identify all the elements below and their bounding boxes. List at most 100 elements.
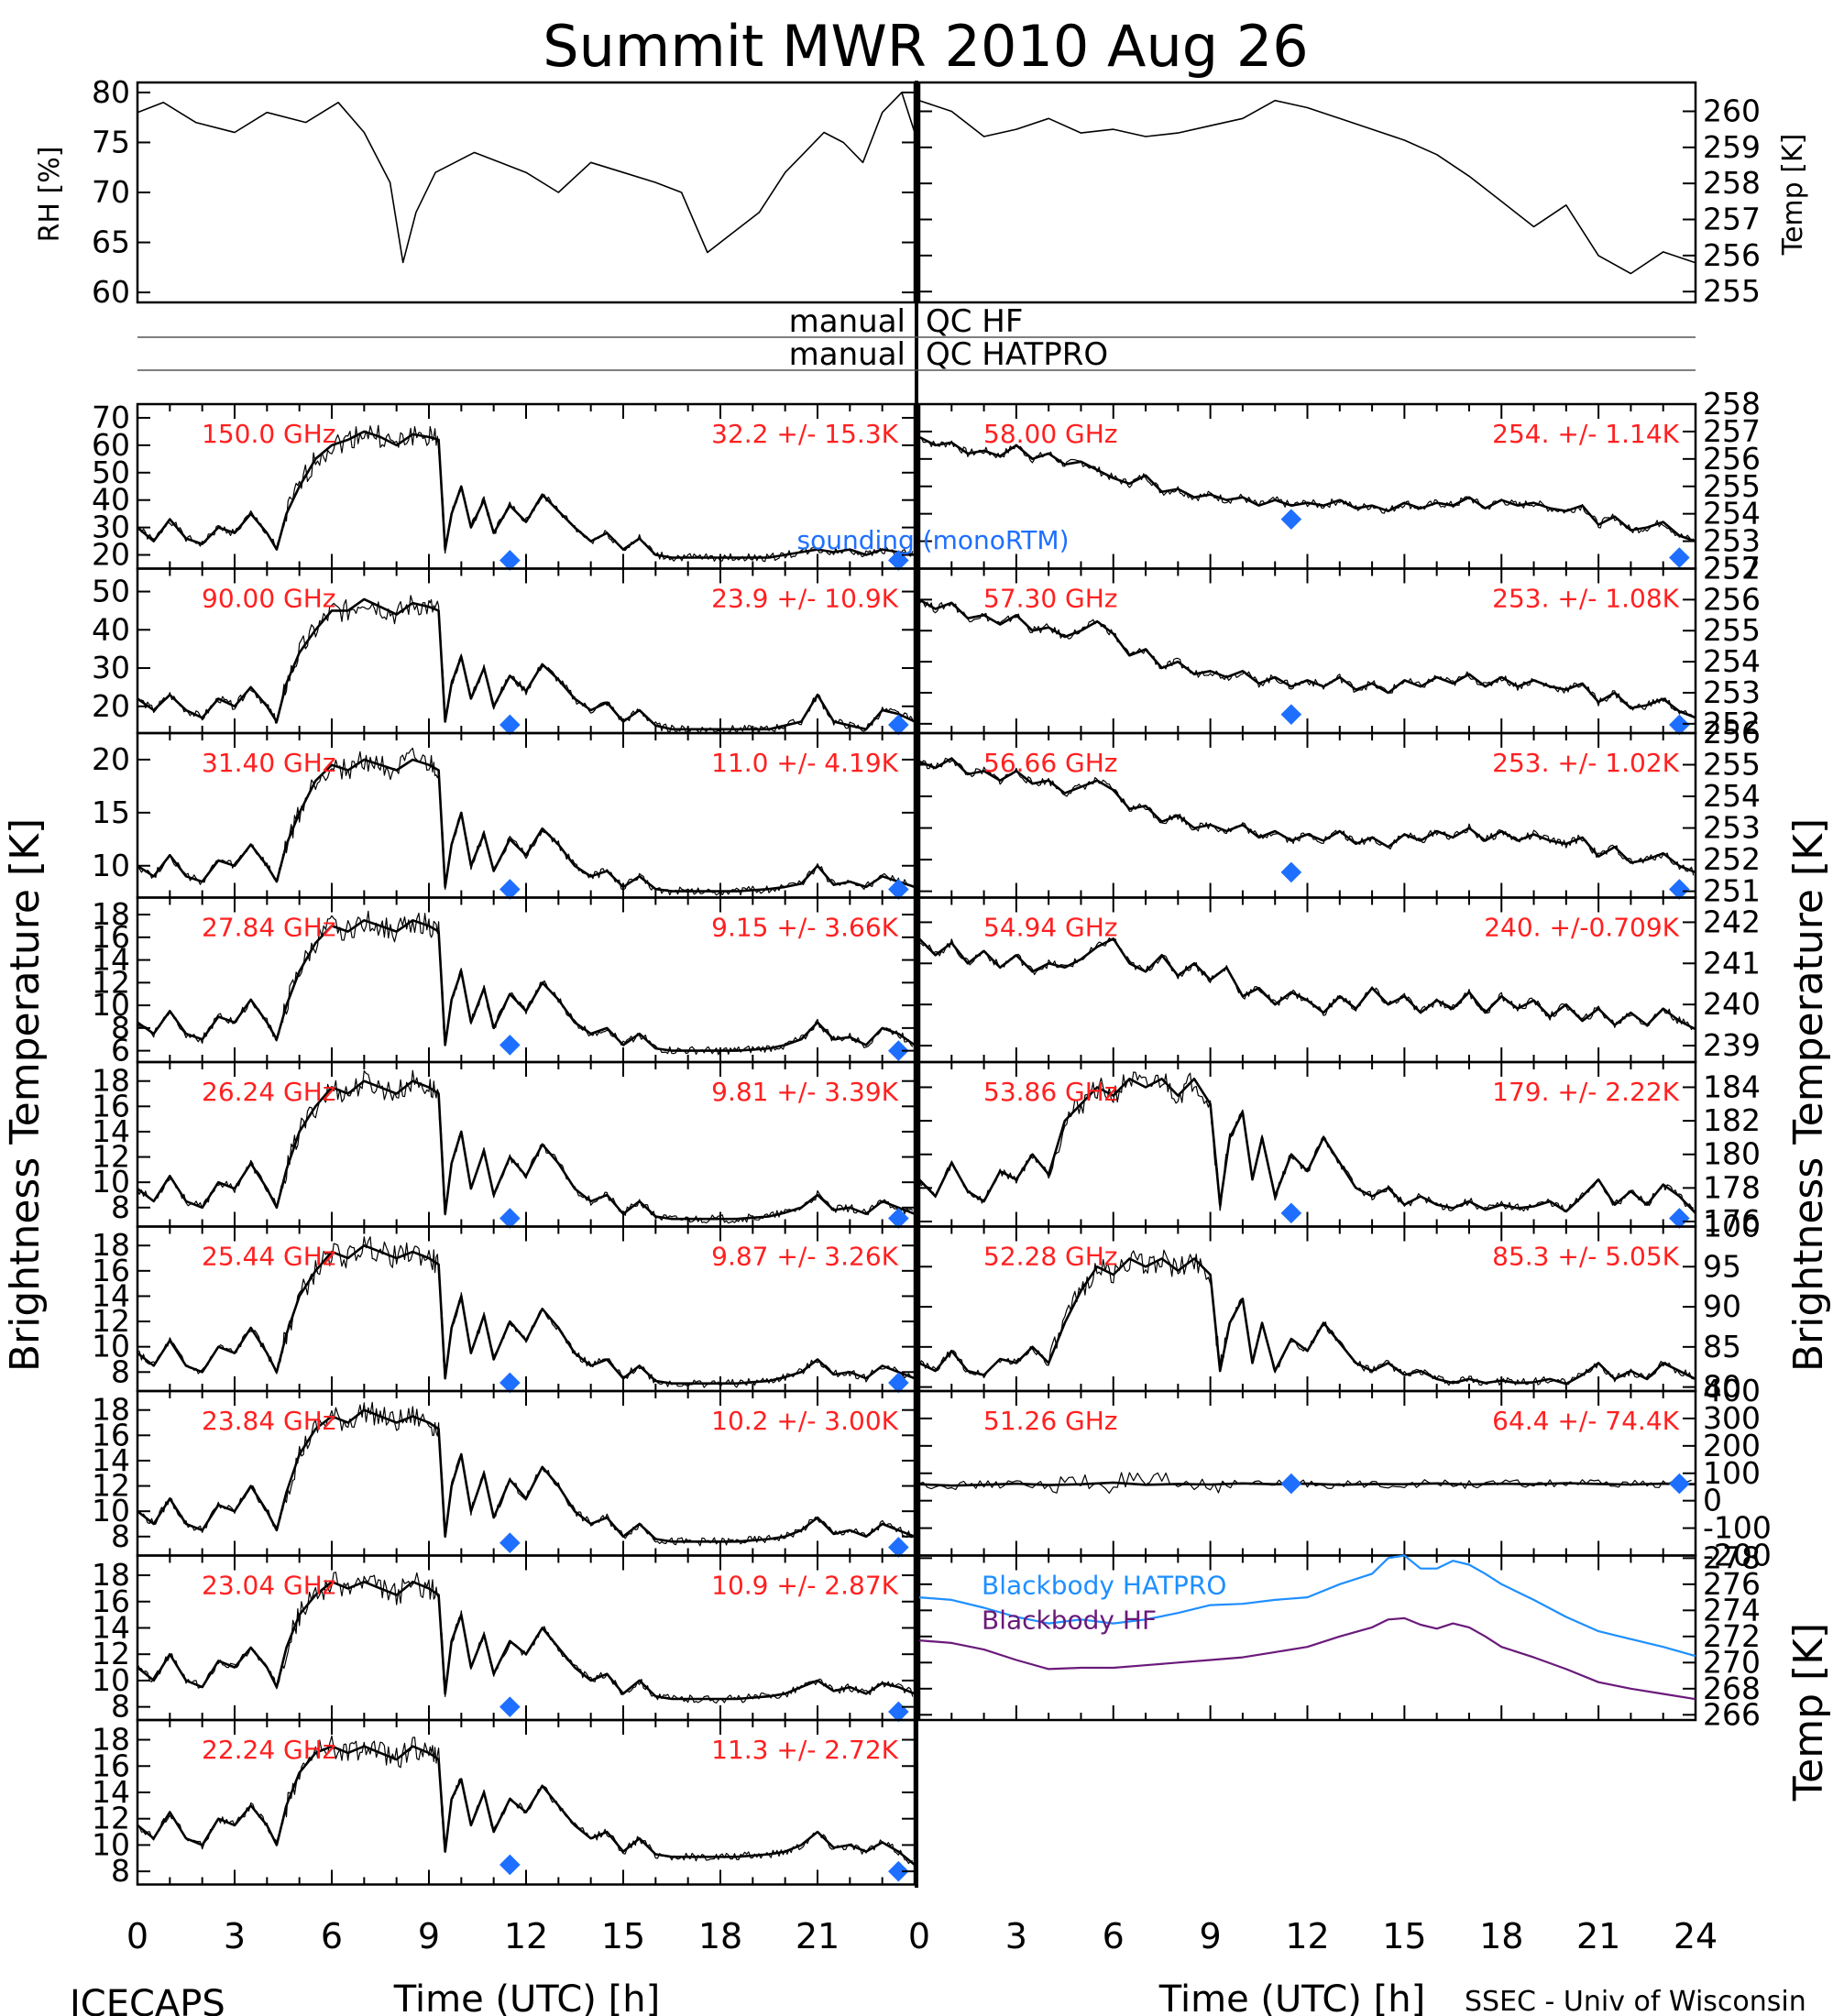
- tb-trace: [137, 919, 916, 1052]
- y-tick-label: 16: [92, 1088, 130, 1123]
- temp-axis-label: Temp [K]: [1777, 134, 1809, 257]
- y-tick-label: 12: [92, 1636, 130, 1671]
- tb-trace: [918, 1078, 1696, 1214]
- channel-label: 58.00 GHz: [983, 419, 1118, 449]
- x-tick-label-right: 3: [1005, 1916, 1027, 1956]
- tb-trace: [918, 937, 1696, 1031]
- y-tick-label: 20: [92, 741, 130, 777]
- qc-rows: manual QC HF manual QC HATPRO: [137, 81, 1696, 1888]
- sounding-marker: [888, 1040, 909, 1061]
- sounding-marker: [499, 1208, 521, 1229]
- channel-stats: 9.81 +/- 3.39K: [711, 1077, 898, 1107]
- y-tick-label: 8: [111, 1189, 130, 1225]
- right-x-axis-title: Time (UTC) [h]: [1158, 1978, 1425, 2016]
- y-tick-label: 50: [92, 574, 130, 609]
- qc-label-right: QC HF: [926, 303, 1023, 340]
- y-tick-label: 253: [1703, 523, 1761, 559]
- sounding-marker: [1280, 704, 1302, 725]
- channel-stats: 32.2 +/- 15.3K: [711, 419, 898, 449]
- tb-trace: [918, 1481, 1696, 1487]
- y-tick-label: 300: [1703, 1400, 1761, 1436]
- y-tick-label: 12: [92, 1468, 130, 1504]
- sounding-marker: [499, 550, 521, 571]
- y-tick-label: 272: [1703, 1618, 1761, 1654]
- channel-stats: 85.3 +/- 5.05K: [1492, 1242, 1679, 1272]
- y-tick-label: 14: [92, 1442, 130, 1478]
- y-tick-label: 15: [92, 794, 130, 830]
- panel-tb-31.40: 10 15 20 31.40 GHz 11.0 +/- 4.19K: [92, 731, 916, 900]
- y-tick-label: 90: [1703, 1288, 1741, 1324]
- x-tick-label-left: 21: [796, 1916, 840, 1956]
- y-tick-label: 16: [92, 1253, 130, 1288]
- channel-stats: 9.87 +/- 3.26K: [711, 1242, 898, 1272]
- y-tick-label: 200: [1703, 1428, 1761, 1463]
- y-tick-label: 8: [111, 1853, 130, 1889]
- y-tick-label: 256: [1703, 237, 1761, 273]
- y-tick-label: 8: [111, 1353, 130, 1389]
- channel-label: 54.94 GHz: [983, 913, 1118, 943]
- y-tick-label: 254: [1703, 778, 1761, 814]
- x-tick-label-right: 18: [1479, 1916, 1523, 1956]
- channel-label: 56.66 GHz: [983, 748, 1118, 778]
- sounding-marker: [1669, 879, 1690, 900]
- tb-trace: [918, 1257, 1696, 1386]
- sounding-marker: [499, 1035, 521, 1056]
- y-tick-label: 18: [92, 1227, 130, 1263]
- sounding-marker: [1669, 1473, 1690, 1495]
- y-tick-label: 254: [1703, 496, 1761, 531]
- y-tick-label: 252: [1703, 551, 1761, 586]
- y-tick-label: 255: [1703, 468, 1761, 504]
- x-tick-label-right: 15: [1382, 1916, 1426, 1956]
- channel-label: 26.24 GHz: [202, 1077, 336, 1107]
- sounding-marker: [499, 879, 521, 900]
- tb-trace: [918, 598, 1696, 719]
- channel-stats: 179. +/- 2.22K: [1492, 1077, 1679, 1107]
- panel-tb-54.94: 239 240 241 242 54.94 GHz 240. +/-0.709K: [917, 896, 1761, 1064]
- y-tick-label: 10: [92, 848, 130, 883]
- channel-label: 57.30 GHz: [983, 584, 1118, 614]
- y-tick-label: 176: [1703, 1203, 1761, 1239]
- y-tick-label: 10: [92, 1493, 130, 1528]
- y-tick-label: 95: [1703, 1248, 1741, 1284]
- sounding-marker: [1280, 1202, 1302, 1224]
- sounding-marker: [888, 714, 909, 736]
- y-tick-label: 70: [92, 400, 130, 435]
- y-tick-label: 251: [1703, 873, 1761, 909]
- left-y-axis-title: Brightness Temperature [K]: [2, 818, 49, 1372]
- bottom-axes: 0 3 6 9 12 15 18 21 0 3 6 9 12 15 18 21 24: [126, 1916, 1718, 1956]
- sounding-marker: [1280, 509, 1302, 530]
- y-tick-label: 258: [1703, 165, 1761, 201]
- y-tick-label: 180: [1703, 1136, 1761, 1172]
- tb-trace: [137, 1745, 916, 1867]
- y-tick-label: -100: [1703, 1510, 1772, 1546]
- y-tick-label: 255: [1703, 747, 1761, 783]
- blackbody-axis-label: Temp [K]: [1785, 1623, 1832, 1802]
- qc-label-left: manual: [789, 336, 906, 373]
- sounding-marker: [499, 1532, 521, 1554]
- y-tick-label: 10: [92, 1329, 130, 1364]
- y-tick-label: 254: [1703, 643, 1761, 679]
- sounding-marker: [888, 1372, 909, 1394]
- y-tick-label: 252: [1703, 706, 1761, 741]
- y-tick-label: 50: [92, 455, 130, 490]
- y-tick-label: 14: [92, 1113, 130, 1149]
- y-tick-label: 256: [1703, 581, 1761, 617]
- y-tick-label: 182: [1703, 1102, 1761, 1138]
- y-tick-label: 20: [92, 537, 130, 573]
- qc-label-left: manual: [789, 303, 906, 340]
- y-tick-label: 14: [92, 1609, 130, 1645]
- y-tick-label: 100: [1703, 1209, 1761, 1244]
- y-tick-label: 12: [92, 1139, 130, 1175]
- channel-stats: 10.2 +/- 3.00K: [711, 1406, 898, 1436]
- y-tick-label: 60: [92, 274, 130, 310]
- tb-trace: [918, 757, 1696, 874]
- sounding-marker: [888, 1208, 909, 1229]
